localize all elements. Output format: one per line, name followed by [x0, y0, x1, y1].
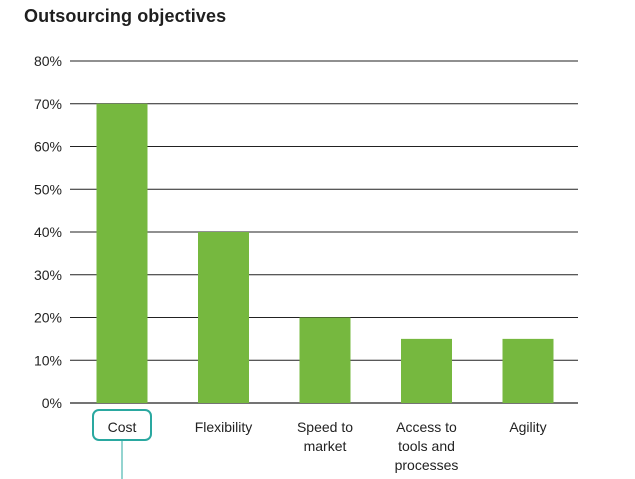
- x-category-label: Cost: [108, 419, 137, 435]
- y-tick-label: 30%: [34, 267, 62, 283]
- highlight-box: [92, 409, 152, 441]
- bar-cost: [96, 103, 148, 403]
- bar-flexibility: [198, 232, 249, 403]
- x-category-label: Speed to market: [297, 419, 353, 454]
- chart-title: Outsourcing objectives: [24, 6, 227, 26]
- y-tick-label: 50%: [34, 181, 62, 197]
- x-category-label: Access to tools and processes: [395, 419, 459, 473]
- bar-speed-to-market: [299, 317, 351, 403]
- y-tick-label: 0%: [42, 395, 62, 411]
- y-tick-label: 70%: [34, 96, 62, 112]
- x-category-label: Agility: [509, 419, 546, 435]
- y-tick-label: 20%: [34, 310, 62, 326]
- y-tick-label: 80%: [34, 53, 62, 69]
- bars: [96, 103, 554, 403]
- x-category-label: Flexibility: [195, 419, 253, 435]
- y-tick-label: 60%: [34, 139, 62, 155]
- y-axis-ticks: 0% 10% 20% 30% 40% 50% 60% 70% 80%: [34, 53, 62, 411]
- bar-access-to-tools-and-processes: [401, 338, 452, 403]
- bar-agility: [502, 338, 554, 403]
- y-tick-label: 10%: [34, 352, 62, 368]
- y-tick-label: 40%: [34, 224, 62, 240]
- x-axis-categories: Cost Flexibility Speed to market Access to to…: [92, 409, 547, 479]
